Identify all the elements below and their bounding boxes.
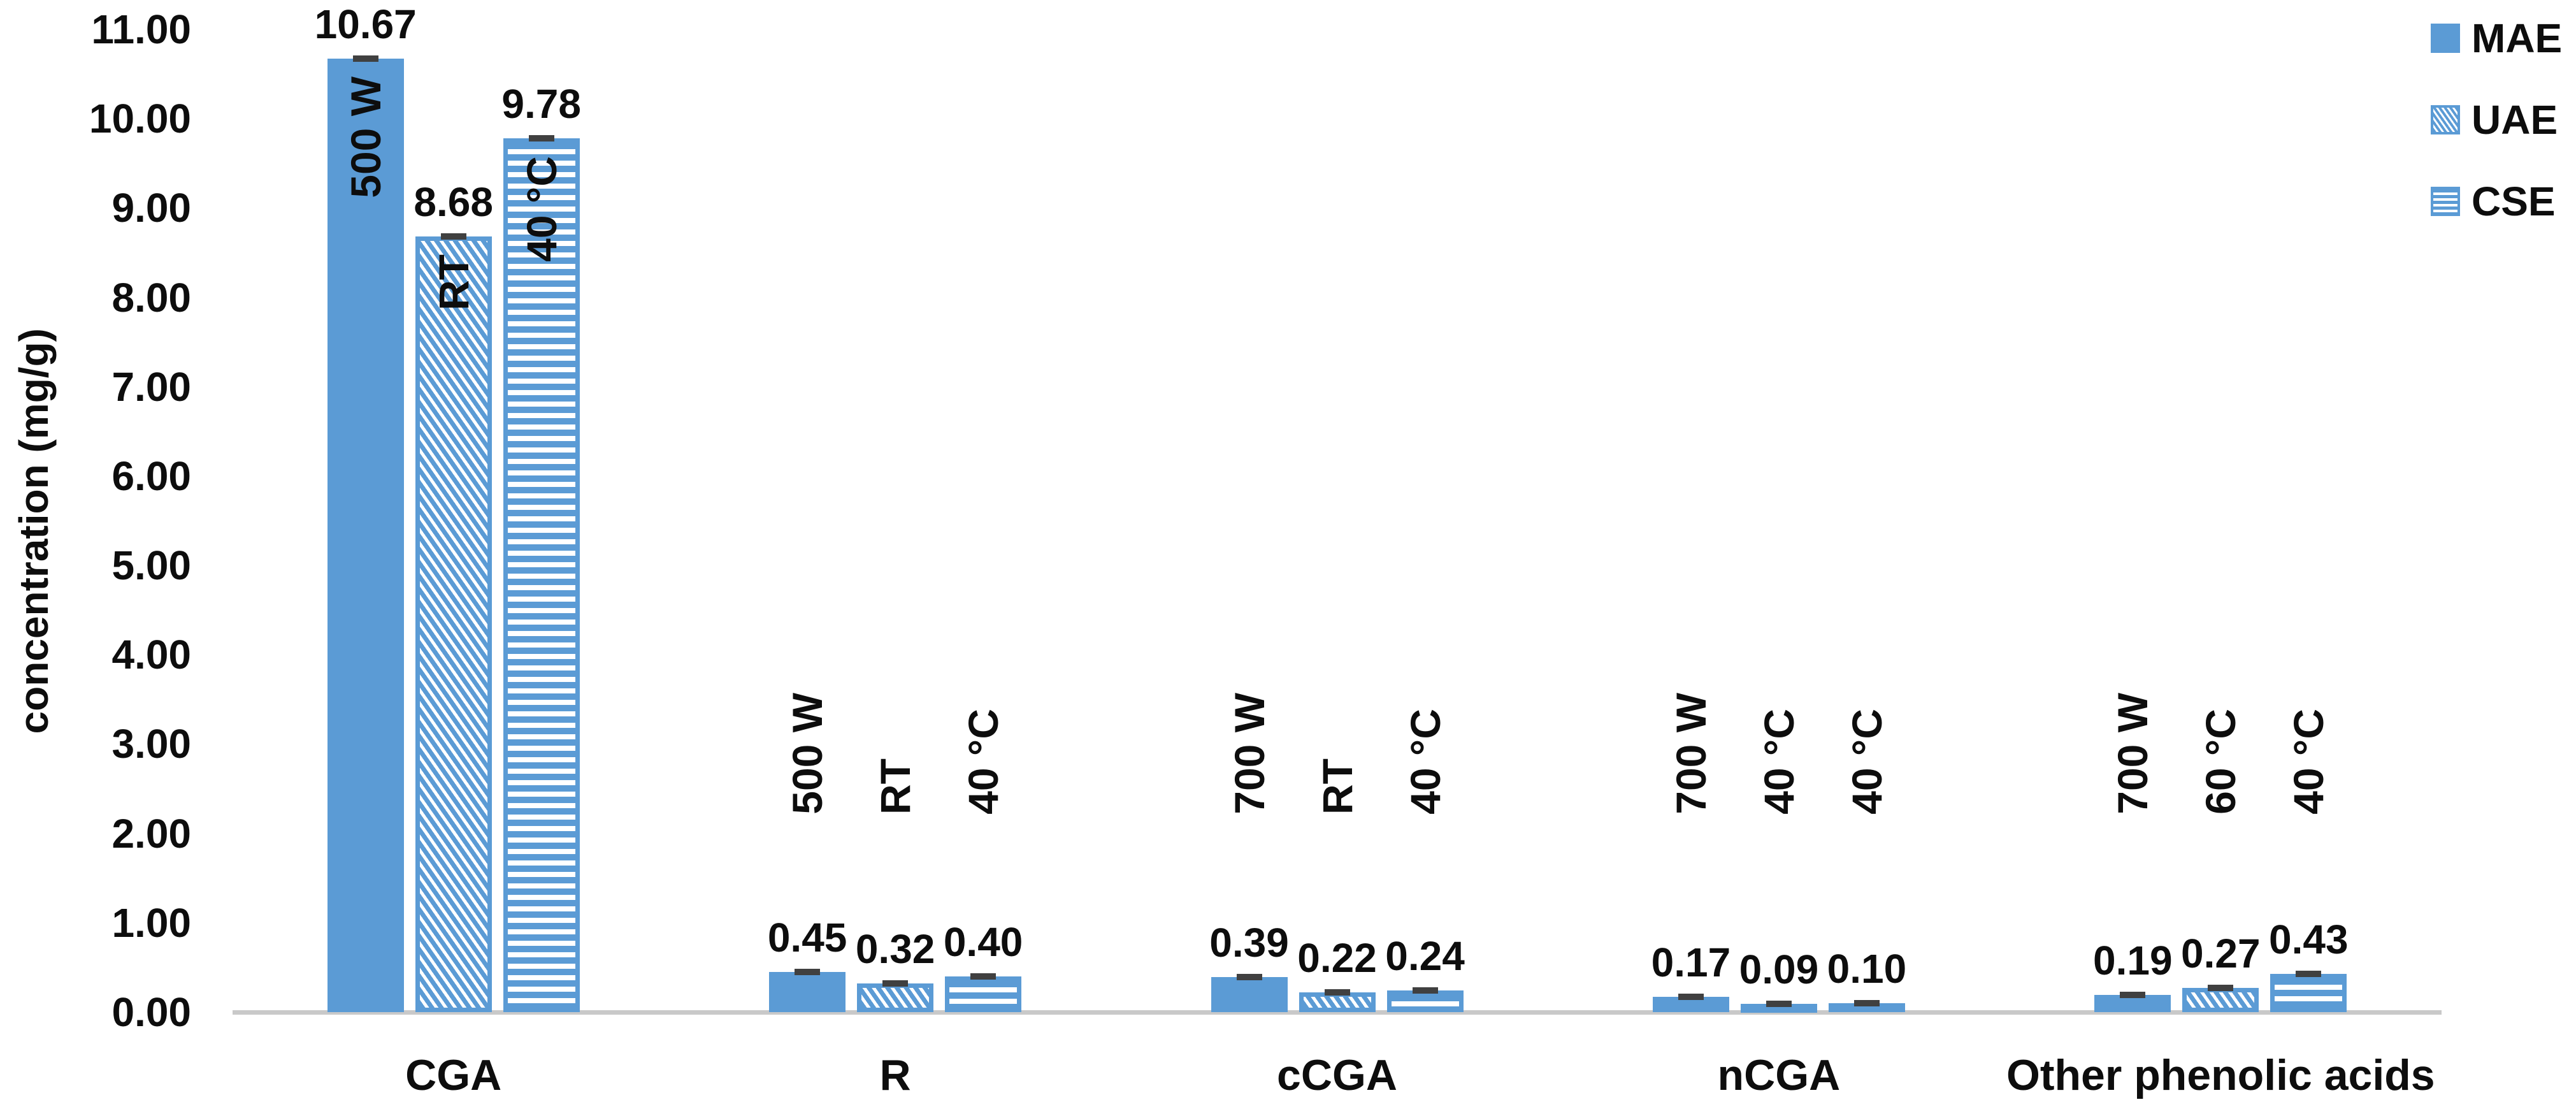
y-tick-label: 6.00	[112, 453, 191, 499]
bar-condition-label: 40 °C	[1752, 407, 1806, 815]
error-bar-cap	[528, 135, 554, 142]
condition-label-text: 700 W	[1225, 693, 1273, 815]
error-bar-cap	[1853, 999, 1880, 1006]
bar-value-label: 0.10	[1827, 945, 1907, 992]
error-bar-cap	[440, 233, 466, 240]
bar-condition-label: 700 W	[1223, 407, 1276, 815]
legend-label: MAE	[2472, 15, 2563, 61]
bar	[415, 236, 492, 1012]
category-label: cCGA	[1277, 1051, 1397, 1099]
error-bar-cap	[970, 973, 997, 980]
bar-value-label: 0.39	[1209, 920, 1289, 966]
bar-condition-label: 60 °C	[2194, 407, 2247, 815]
error-bar-cap	[2208, 985, 2234, 992]
legend-label: UAE	[2472, 97, 2558, 143]
y-tick-label: 3.00	[112, 721, 191, 767]
bar-value-label: 8.68	[414, 179, 493, 226]
bar-condition-label: RT	[1311, 407, 1364, 815]
bar-condition-label: 500 W	[781, 407, 834, 815]
y-tick-label: 10.00	[89, 96, 191, 142]
category-label: Other phenolic acids	[2006, 1051, 2435, 1099]
condition-label-text: 40 °C	[960, 709, 1007, 815]
bar-value-label: 0.43	[2269, 916, 2349, 962]
condition-label-text: 60 °C	[2197, 709, 2245, 815]
bar-condition-label: 40 °C	[1840, 407, 1894, 815]
bar	[1652, 997, 1729, 1012]
condition-label-text: 500 W	[784, 693, 831, 815]
condition-label-text: 40 °C	[1755, 709, 1802, 815]
bar-condition-label: 40 °C	[1399, 407, 1452, 815]
error-bar-cap	[1412, 987, 1438, 994]
y-tick-label: 8.00	[112, 274, 191, 321]
legend-swatch-mae	[2431, 24, 2460, 53]
category-label: CGA	[405, 1051, 502, 1099]
condition-label-text: 40 °C	[1401, 709, 1449, 815]
error-bar-cap	[795, 968, 821, 975]
x-axis-line	[233, 1010, 2442, 1015]
bar-condition-label: 500 W	[339, 76, 392, 472]
bar-value-label: 0.27	[2181, 931, 2261, 977]
bar-condition-label: RT	[868, 407, 922, 815]
bar-value-label: 0.45	[767, 914, 847, 960]
error-bar-cap	[2296, 970, 2322, 977]
bar-condition-label: 700 W	[1664, 407, 1718, 815]
condition-label-text: 40 °C	[517, 156, 565, 262]
bar-value-label: 0.09	[1739, 946, 1819, 993]
bar-value-label: 0.32	[855, 926, 935, 973]
bar	[945, 976, 1022, 1012]
condition-label-text: 40 °C	[1843, 709, 1890, 815]
y-tick-label: 9.00	[112, 185, 191, 231]
category-label: R	[879, 1051, 911, 1099]
bar-value-label: 0.24	[1385, 933, 1465, 980]
bar-condition-label: 40 °C	[515, 156, 568, 551]
legend-swatch-uae	[2431, 105, 2460, 134]
condition-label-text: 700 W	[1667, 693, 1715, 815]
bar-value-label: 10.67	[314, 1, 417, 48]
error-bar-cap	[882, 980, 909, 987]
y-tick-label: 7.00	[112, 363, 191, 410]
bar-condition-label: 40 °C	[956, 407, 1010, 815]
bar	[2182, 988, 2259, 1012]
bar-value-label: 0.19	[2093, 938, 2173, 984]
condition-label-text: RT	[872, 758, 919, 815]
bar	[2270, 973, 2347, 1012]
bar	[857, 983, 934, 1012]
bar-condition-label: 40 °C	[2282, 407, 2335, 815]
bar	[769, 971, 846, 1012]
legend-item: CSE	[2431, 180, 2562, 223]
bar	[1211, 977, 1288, 1012]
bar-condition-label: RT	[427, 254, 480, 649]
y-tick-label: 4.00	[112, 632, 191, 678]
legend-item: UAE	[2431, 98, 2562, 141]
error-bar-cap	[1766, 1001, 1792, 1008]
condition-label-text: 40 °C	[2285, 709, 2333, 815]
legend-label: CSE	[2472, 178, 2556, 224]
condition-label-text: 700 W	[2109, 693, 2157, 815]
y-tick-label: 2.00	[112, 810, 191, 857]
bar-value-label: 0.40	[943, 918, 1023, 965]
condition-label-text: RT	[429, 254, 477, 311]
bar-value-label: 0.22	[1297, 935, 1377, 982]
y-tick-label: 5.00	[112, 542, 191, 589]
legend-swatch-cse	[2431, 187, 2460, 216]
y-tick-label: 11.00	[91, 6, 191, 52]
category-label: nCGA	[1717, 1051, 1841, 1099]
bar	[327, 59, 404, 1012]
error-bar-cap	[2120, 992, 2146, 999]
y-tick-label: 0.00	[112, 989, 191, 1035]
condition-label-text: RT	[1313, 758, 1361, 815]
bar	[1386, 990, 1464, 1012]
error-bar-cap	[1236, 974, 1262, 981]
bar-value-label: 9.78	[501, 81, 581, 127]
y-tick-label: 1.00	[112, 899, 191, 946]
legend: MAE UAE CSE	[2431, 17, 2562, 261]
bar-condition-label: 700 W	[2106, 407, 2159, 815]
bar-value-label: 0.17	[1651, 939, 1731, 986]
error-bar-cap	[1678, 994, 1704, 1001]
legend-item: MAE	[2431, 17, 2562, 60]
error-bar-cap	[352, 55, 378, 62]
error-bar-cap	[1324, 989, 1350, 996]
